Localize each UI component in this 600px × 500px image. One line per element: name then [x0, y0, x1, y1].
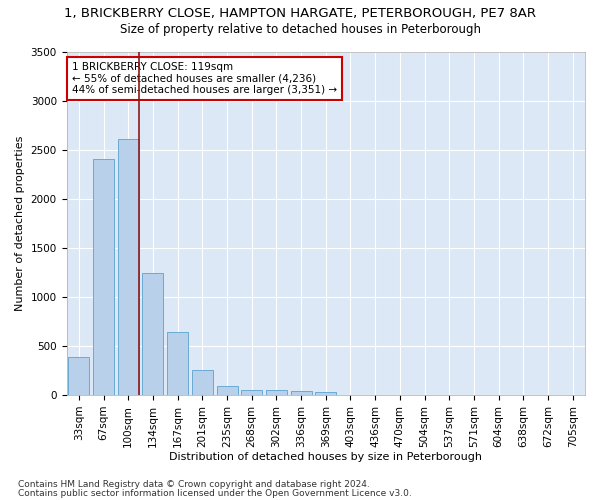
X-axis label: Distribution of detached houses by size in Peterborough: Distribution of detached houses by size …	[169, 452, 482, 462]
Text: 1, BRICKBERRY CLOSE, HAMPTON HARGATE, PETERBOROUGH, PE7 8AR: 1, BRICKBERRY CLOSE, HAMPTON HARGATE, PE…	[64, 8, 536, 20]
Text: Contains public sector information licensed under the Open Government Licence v3: Contains public sector information licen…	[18, 488, 412, 498]
Bar	[93, 160, 114, 395]
Bar	[192, 370, 213, 395]
Bar	[167, 332, 188, 395]
Bar	[266, 390, 287, 395]
Text: Contains HM Land Registry data © Crown copyright and database right 2024.: Contains HM Land Registry data © Crown c…	[18, 480, 370, 489]
Text: Size of property relative to detached houses in Peterborough: Size of property relative to detached ho…	[119, 22, 481, 36]
Bar	[241, 390, 262, 395]
Bar	[118, 139, 139, 395]
Bar	[142, 274, 163, 395]
Text: 1 BRICKBERRY CLOSE: 119sqm
← 55% of detached houses are smaller (4,236)
44% of s: 1 BRICKBERRY CLOSE: 119sqm ← 55% of deta…	[72, 62, 337, 95]
Bar	[68, 357, 89, 395]
Bar	[315, 392, 336, 395]
Y-axis label: Number of detached properties: Number of detached properties	[15, 136, 25, 311]
Bar	[217, 386, 238, 395]
Bar	[290, 391, 311, 395]
